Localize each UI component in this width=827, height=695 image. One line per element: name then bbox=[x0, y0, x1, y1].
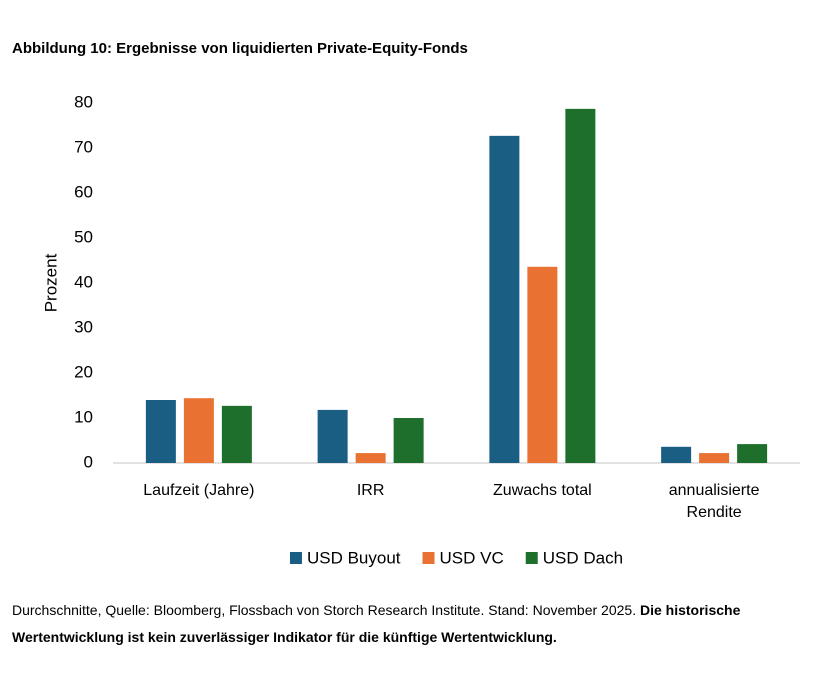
y-tick-label: 50 bbox=[74, 227, 93, 246]
legend-swatch bbox=[525, 552, 538, 564]
y-tick-label: 60 bbox=[74, 182, 93, 201]
bar bbox=[699, 453, 730, 463]
y-tick-label: 80 bbox=[74, 92, 93, 111]
bar bbox=[221, 405, 252, 463]
y-tick-label: 10 bbox=[74, 407, 93, 426]
legend-label: USD Dach bbox=[543, 548, 623, 567]
bar bbox=[737, 444, 768, 463]
x-tick-label: Zuwachs total bbox=[493, 482, 592, 499]
legend-label: USD VC bbox=[440, 548, 504, 567]
bar bbox=[565, 108, 596, 463]
chart-title: Abbildung 10: Ergebnisse von liquidierte… bbox=[12, 40, 468, 57]
footnote-text: Durchschnitte, Quelle: Bloomberg, Flossb… bbox=[12, 602, 637, 618]
y-tick-label: 0 bbox=[84, 452, 93, 471]
bar bbox=[317, 409, 348, 463]
x-tick-label: annualisierte Rendite bbox=[668, 482, 760, 521]
legend: USD Buyout USD VC USD Dach bbox=[289, 548, 623, 567]
bar bbox=[393, 418, 424, 463]
bar bbox=[145, 400, 176, 463]
bar bbox=[527, 266, 558, 463]
y-tick-label: 20 bbox=[74, 362, 93, 381]
chart: Prozent 0 10 20 30 40 50 60 70 80 USD Buyout USD V… bbox=[41, 92, 800, 567]
bar bbox=[661, 446, 692, 463]
footnote-bold: Die historische Wertentwicklung ist kein… bbox=[12, 602, 741, 645]
bar bbox=[183, 398, 214, 463]
y-tick-label: 30 bbox=[74, 317, 93, 336]
x-tick-label: Laufzeit (Jahre) bbox=[143, 482, 255, 499]
y-tick-label: 40 bbox=[74, 272, 93, 291]
y-tick-label: 70 bbox=[74, 137, 93, 156]
legend-swatch bbox=[289, 552, 302, 564]
legend-swatch bbox=[422, 552, 435, 564]
footnote: Durchschnitte, Quelle: Bloomberg, Flossb… bbox=[12, 597, 802, 651]
x-tick-label: IRR bbox=[356, 482, 385, 499]
y-axis-label: Prozent bbox=[41, 253, 60, 312]
bar bbox=[489, 135, 520, 463]
legend-label: USD Buyout bbox=[307, 548, 401, 567]
bar bbox=[355, 453, 386, 463]
